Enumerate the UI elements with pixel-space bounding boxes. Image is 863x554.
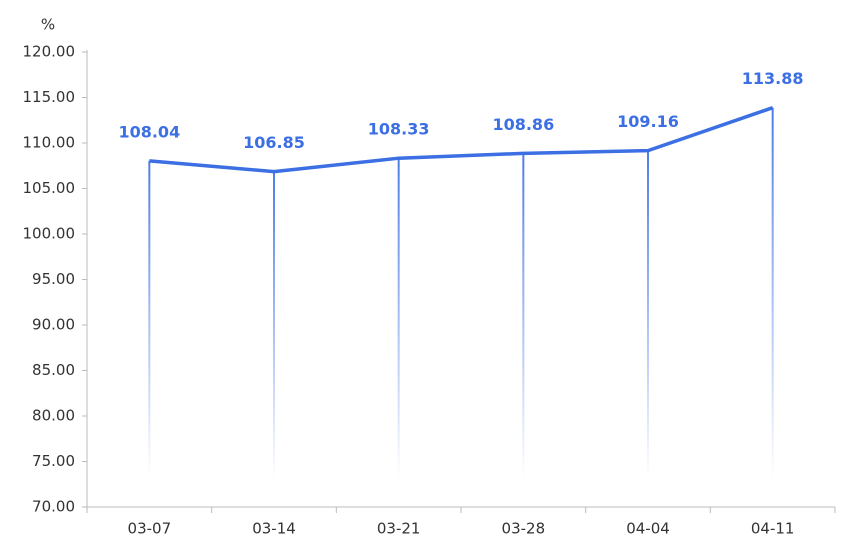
data-label: 108.04 xyxy=(118,122,180,141)
data-label: 106.85 xyxy=(243,133,305,152)
x-tick-label: 03-21 xyxy=(377,520,421,538)
data-label: 108.86 xyxy=(492,115,554,134)
y-tick-label: 115.00 xyxy=(23,88,76,106)
line xyxy=(149,106,774,174)
data-label: 108.33 xyxy=(368,120,430,139)
data-label: 113.88 xyxy=(742,69,804,88)
y-tick-label: 90.00 xyxy=(32,316,75,334)
y-tick-label: 120.00 xyxy=(23,43,76,61)
y-tick-label: 95.00 xyxy=(32,270,75,288)
drop-line xyxy=(522,153,525,480)
drop-line xyxy=(273,171,275,481)
data-label: 109.16 xyxy=(617,112,679,131)
drop-line xyxy=(148,160,151,480)
y-tick-label: 105.00 xyxy=(23,179,76,197)
y-axis-unit: % xyxy=(41,16,55,34)
x-tick-label: 04-11 xyxy=(751,520,795,538)
x-tick-label: 03-07 xyxy=(128,520,172,538)
x-tick-label: 03-14 xyxy=(252,520,296,538)
drop-line xyxy=(647,150,649,481)
drop-line xyxy=(771,107,774,480)
y-tick-label: 85.00 xyxy=(32,361,75,379)
y-tick-label: 75.00 xyxy=(32,452,75,470)
x-tick-label: 04-04 xyxy=(626,520,670,538)
x-tick-label: 03-28 xyxy=(502,520,546,538)
y-tick-label: 80.00 xyxy=(32,407,75,425)
y-tick-label: 100.00 xyxy=(23,225,76,243)
y-tick-label: 110.00 xyxy=(23,134,76,152)
y-tick-label: 70.00 xyxy=(32,498,75,516)
drop-line xyxy=(397,158,400,480)
